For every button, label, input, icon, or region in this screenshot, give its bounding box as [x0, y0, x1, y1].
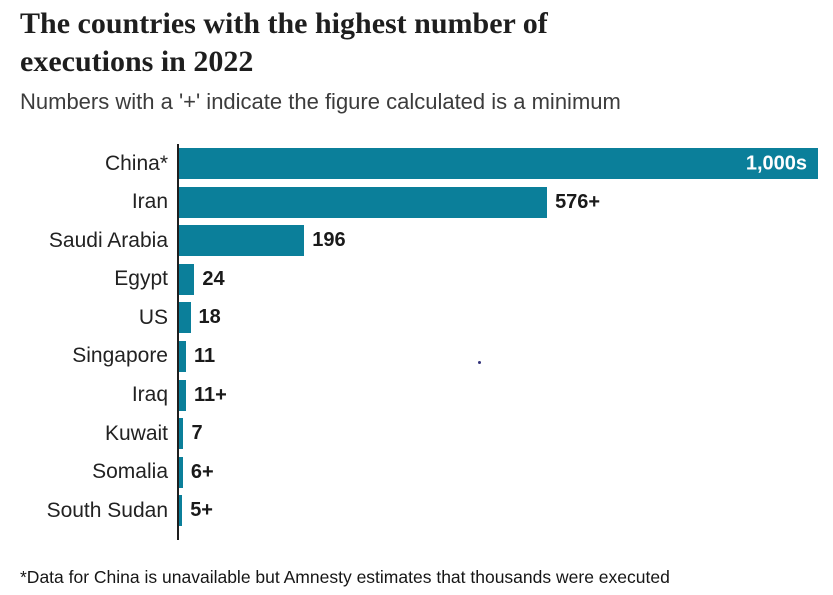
bar: [179, 495, 183, 527]
bar: [179, 456, 183, 488]
value-label: 6+: [190, 460, 214, 483]
country-label: Iraq: [131, 383, 168, 407]
bar: [179, 186, 548, 218]
bar-track: 11: [179, 340, 818, 372]
bar-chart: China* 1,000s Iran 576+ Saudi Arabia 196 Egypt…: [0, 144, 833, 540]
bar-track: 5+: [179, 495, 818, 527]
chart-title-line-1: The countries with the highest number of: [20, 7, 548, 40]
bar-track: 196: [179, 225, 818, 257]
chart-row: South Sudan 5+: [0, 495, 818, 527]
chart-row: Singapore 11: [0, 340, 818, 372]
bar: [179, 302, 191, 334]
value-label: 11+: [194, 383, 227, 406]
value-label: 1,000s: [745, 152, 807, 174]
y-axis-line: [177, 144, 179, 540]
value-label: 7: [191, 422, 203, 445]
bar-track: 18: [179, 302, 818, 334]
chart-row: Iran 576+: [0, 186, 818, 218]
country-label: Somalia: [92, 460, 168, 484]
bar: [179, 225, 305, 257]
chart-footnote: *Data for China is unavailable but Amnes…: [20, 567, 670, 587]
country-label: Iran: [131, 190, 168, 214]
chart-header: The countries with the highest number of…: [20, 5, 820, 115]
bar-track: 24: [179, 263, 818, 295]
chart-row: US 18: [0, 302, 818, 334]
chart-row: China* 1,000s: [0, 148, 818, 179]
bar: [179, 379, 187, 411]
value-label: 576+: [555, 190, 601, 213]
bar: 1,000s: [179, 148, 818, 179]
country-label: Egypt: [114, 267, 168, 291]
chart-row: Iraq 11+: [0, 379, 818, 411]
chart-row: Egypt 24: [0, 263, 818, 295]
bar: [179, 340, 187, 372]
bar: [179, 418, 184, 450]
country-label: China*: [104, 151, 168, 175]
value-label: 196: [312, 229, 346, 252]
chart-row: Saudi Arabia 196: [0, 225, 818, 257]
country-label: South Sudan: [46, 498, 168, 522]
chart-subtitle: Numbers with a '+' indicate the figure c…: [20, 89, 621, 114]
bar-track: 7: [179, 418, 818, 450]
chart-title: The countries with the highest number of…: [20, 5, 820, 81]
bar-track: 11+: [179, 379, 818, 411]
country-label: Saudi Arabia: [48, 228, 168, 252]
bar-track: 6+: [179, 456, 818, 488]
chart-row: Somalia 6+: [0, 456, 818, 488]
value-label: 5+: [190, 499, 213, 522]
country-label: Singapore: [72, 344, 168, 368]
chart-row: Kuwait 7: [0, 418, 818, 450]
bar-track: 1,000s: [179, 148, 818, 179]
chart-title-line-2: executions in 2022: [20, 45, 254, 78]
stray-pixel-artifact: [478, 361, 481, 364]
value-label: 11: [194, 344, 216, 367]
bar: [179, 263, 195, 295]
country-label: Kuwait: [104, 421, 168, 445]
value-label: 18: [198, 306, 221, 329]
bar-track: 576+: [179, 186, 818, 218]
chart-rows: China* 1,000s Iran 576+ Saudi Arabia 196 Egypt…: [0, 148, 833, 527]
country-label: US: [138, 305, 168, 329]
value-label: 24: [202, 267, 225, 290]
